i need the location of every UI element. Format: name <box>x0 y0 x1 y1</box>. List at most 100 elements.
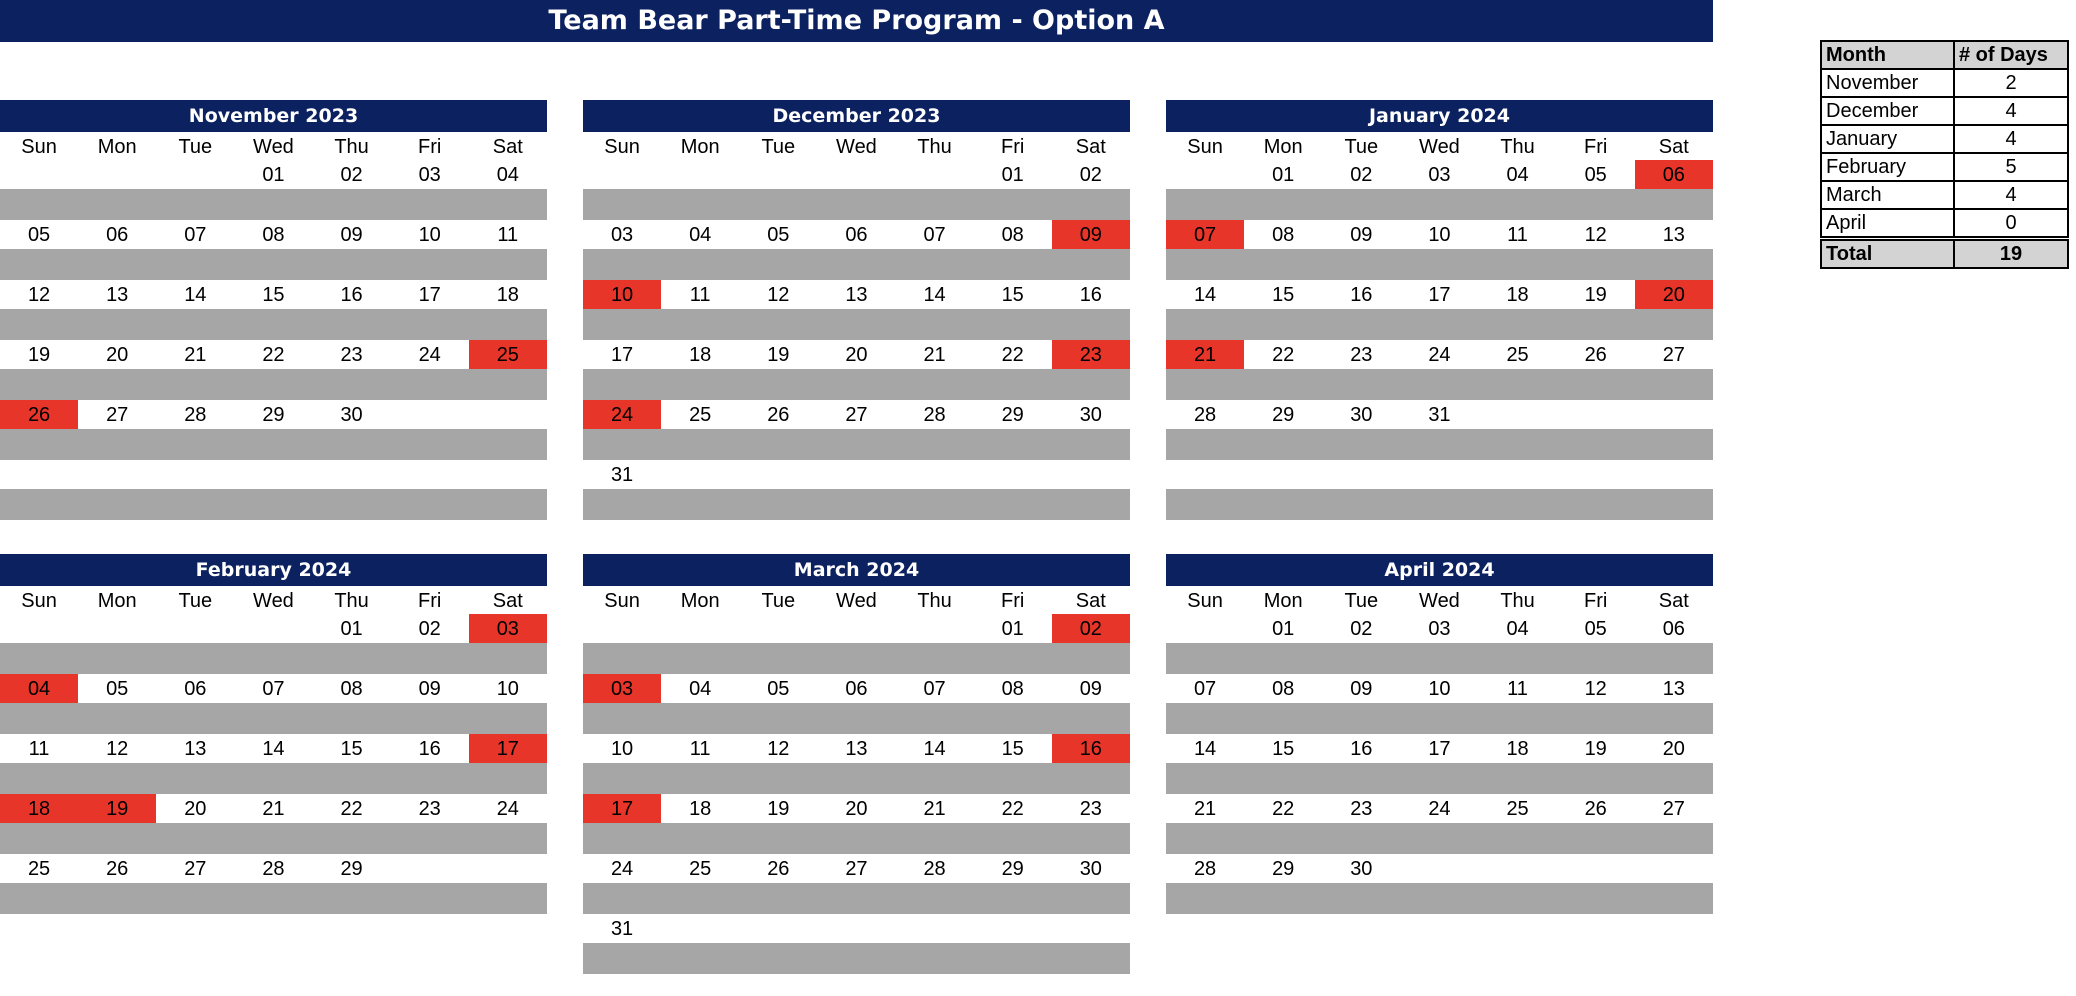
week-block: 26 27 28 29 30 <box>0 400 547 460</box>
week-band <box>0 489 547 520</box>
day-cell-highlighted: 04 <box>0 674 79 703</box>
day-cell: 14 <box>1193 284 1217 306</box>
day-cell: 01 <box>262 164 285 186</box>
day-cell: 01 <box>1272 164 1295 186</box>
weekday-label: Thu <box>917 136 952 158</box>
day-cell: 06 <box>184 678 207 700</box>
day-cell: 05 <box>767 678 790 700</box>
week-row: 21 22 23 24 25 26 27 <box>1166 794 1713 823</box>
day-cell: 11 <box>1507 678 1528 700</box>
week-block: 31 <box>583 914 1130 974</box>
day-cell: 14 <box>262 738 285 760</box>
day-cell: 27 <box>1662 344 1685 366</box>
day-cell: 09 <box>1079 678 1102 700</box>
day-cell <box>234 460 312 489</box>
week-band <box>0 823 547 854</box>
day-cell <box>0 160 78 189</box>
week-band <box>583 309 1130 340</box>
week-row: 17 18 19 20 21 22 23 <box>583 794 1130 823</box>
day-cell: 28 <box>184 404 207 426</box>
day-cell: 17 <box>1428 284 1451 306</box>
day-cell: 10 <box>418 224 441 246</box>
summary-row: February 5 <box>1820 152 2069 182</box>
day-cell: 25 <box>27 858 51 880</box>
day-cell: 21 <box>923 344 946 366</box>
day-cell <box>1322 460 1400 489</box>
day-cell: 11 <box>28 738 50 760</box>
day-cell: 23 <box>1079 798 1102 820</box>
weekday-label: Mon <box>1263 590 1303 612</box>
day-cell: 10 <box>1428 678 1451 700</box>
summary-row: March 4 <box>1820 180 2069 210</box>
day-cell: 07 <box>923 224 946 246</box>
day-cell-highlighted: 17 <box>583 794 662 823</box>
day-cell: 02 <box>1350 164 1373 186</box>
day-cell: 27 <box>1662 798 1685 820</box>
summary-days: 5 <box>1953 152 2069 182</box>
day-cell: 10 <box>496 678 519 700</box>
summary-total-value: 19 <box>1953 236 2069 269</box>
day-cell <box>739 460 817 489</box>
weekday-header-row: Sun Mon Tue Wed Thu Fri Sat <box>1166 586 1713 614</box>
day-cell: 07 <box>184 224 207 246</box>
summary-month: April <box>1820 208 1955 240</box>
week-block: 24 25 26 27 28 29 30 <box>583 854 1130 914</box>
day-cell: 05 <box>1584 164 1607 186</box>
day-cell-highlighted: 21 <box>1166 340 1245 369</box>
day-cell: 08 <box>1272 678 1295 700</box>
day-cell: 27 <box>845 404 868 426</box>
weekday-label: Mon <box>97 590 137 612</box>
day-cell <box>1479 854 1557 883</box>
day-cell: 07 <box>1193 678 1217 700</box>
day-cell <box>661 160 739 189</box>
day-cell: 04 <box>689 224 712 246</box>
day-cell: 16 <box>340 284 363 306</box>
day-cell: 23 <box>1350 798 1373 820</box>
day-cell: 11 <box>1507 224 1528 246</box>
day-cell: 01 <box>1001 618 1024 640</box>
weekday-label: Wed <box>836 136 877 158</box>
weekday-label: Sat <box>492 136 523 158</box>
week-row: 14 15 16 17 18 19 20 <box>1166 734 1713 763</box>
week-block: 19 20 21 22 23 24 25 <box>0 340 547 400</box>
day-cell: 24 <box>1428 798 1451 820</box>
week-band <box>0 369 547 400</box>
day-cell: 02 <box>1350 618 1373 640</box>
week-block: 18 19 20 21 22 23 24 <box>0 794 547 854</box>
week-band <box>583 703 1130 734</box>
day-cell: 03 <box>418 164 441 186</box>
day-cell-highlighted: 26 <box>0 400 79 429</box>
day-cell <box>1557 400 1635 429</box>
week-row <box>0 460 547 489</box>
day-cell <box>974 914 1052 943</box>
day-cell: 13 <box>845 738 868 760</box>
day-cell: 30 <box>1350 858 1373 880</box>
day-cell: 05 <box>767 224 790 246</box>
week-row: 01 02 03 04 <box>0 160 547 189</box>
summary-header-days: # of Days <box>1953 40 2069 70</box>
week-band <box>1166 369 1713 400</box>
day-cell: 21 <box>923 798 946 820</box>
day-cell: 19 <box>1584 738 1607 760</box>
day-cell: 04 <box>1506 618 1529 640</box>
week-block: 25 26 27 28 29 <box>0 854 547 914</box>
day-cell: 25 <box>1506 344 1529 366</box>
week-band <box>583 429 1130 460</box>
day-cell: 12 <box>1584 224 1607 246</box>
day-cell: 15 <box>262 284 285 306</box>
day-cell: 23 <box>1350 344 1373 366</box>
summary-days: 2 <box>1953 68 2069 98</box>
week-row: 10 11 12 13 14 15 16 <box>583 280 1130 309</box>
day-cell <box>0 460 78 489</box>
day-cell: 09 <box>1350 678 1373 700</box>
week-block: 24 25 26 27 28 29 30 <box>583 400 1130 460</box>
week-band <box>1166 703 1713 734</box>
weekday-label: Thu <box>334 136 369 158</box>
weekday-label: Wed <box>253 136 294 158</box>
day-cell: 23 <box>418 798 441 820</box>
week-band <box>583 489 1130 520</box>
weekday-header-row: Sun Mon Tue Wed Thu Fri Sat <box>1166 132 1713 160</box>
day-cell <box>391 854 469 883</box>
week-band <box>1166 489 1713 520</box>
week-row: 26 27 28 29 30 <box>0 400 547 429</box>
